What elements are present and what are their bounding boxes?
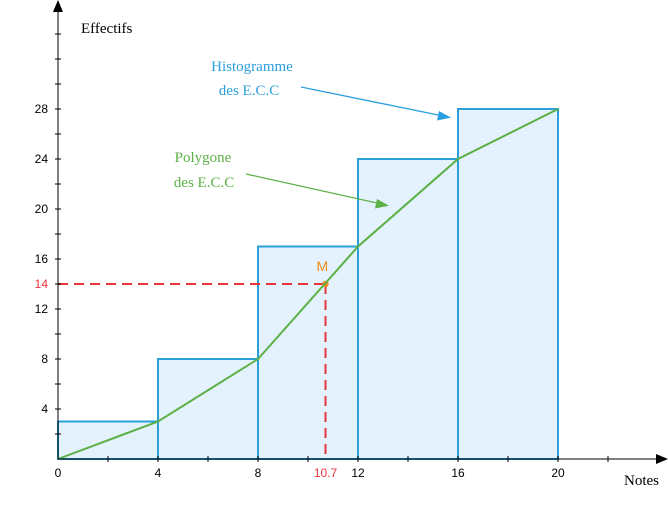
histogram-bar	[257, 245, 359, 460]
x-tick-label: 20	[551, 466, 565, 480]
y-tick-label: 4	[41, 402, 48, 416]
x-tick-label: 4	[155, 466, 162, 480]
polygon-arrowhead	[375, 199, 389, 209]
histogram-bars	[57, 108, 559, 460]
histogram-annotation-line2: des E.C.C	[219, 83, 279, 99]
point-m-y-value: 14	[35, 277, 49, 291]
histogram-bar	[157, 358, 259, 460]
ecc-polygon-line	[57, 108, 559, 460]
x-axis-arrow	[656, 454, 668, 464]
histogram-annotation-arrow	[300, 86, 449, 118]
y-tick-label: 28	[35, 102, 49, 116]
y-tick-label: 12	[35, 302, 49, 316]
y-tick-label: 8	[41, 352, 48, 366]
y-tick-label: 24	[35, 152, 49, 166]
polygon-annotation-line2: des E.C.C	[174, 175, 234, 191]
x-tick-label: 16	[451, 466, 465, 480]
histogram-bar	[357, 158, 459, 460]
polygon-annotation-arrow	[245, 173, 387, 206]
x-tick-label: 0	[55, 466, 62, 480]
histogram-arrowhead	[437, 111, 451, 121]
point-m-label: M	[317, 258, 329, 274]
polygon-annotation-line1: Polygone	[175, 150, 232, 166]
y-tick-label: 16	[35, 252, 49, 266]
y-axis-label: Effectifs	[81, 21, 133, 37]
histogram-bar	[457, 108, 559, 460]
y-tick-label: 20	[35, 202, 49, 216]
y-axis-arrow	[53, 0, 63, 12]
histogram-annotation-line1: Histogramme	[211, 59, 293, 75]
x-tick-label: 12	[351, 466, 365, 480]
x-tick-label: 8	[255, 466, 262, 480]
annotations: Histogramme des E.C.C Polygone des E.C.C	[174, 59, 451, 209]
ticks: 0 4 8 12 16 20 4 8 12 16 20 24 28 10.7 14	[35, 33, 609, 480]
x-axis-label: Notes	[624, 473, 659, 489]
point-m-x-value: 10.7	[314, 466, 338, 480]
